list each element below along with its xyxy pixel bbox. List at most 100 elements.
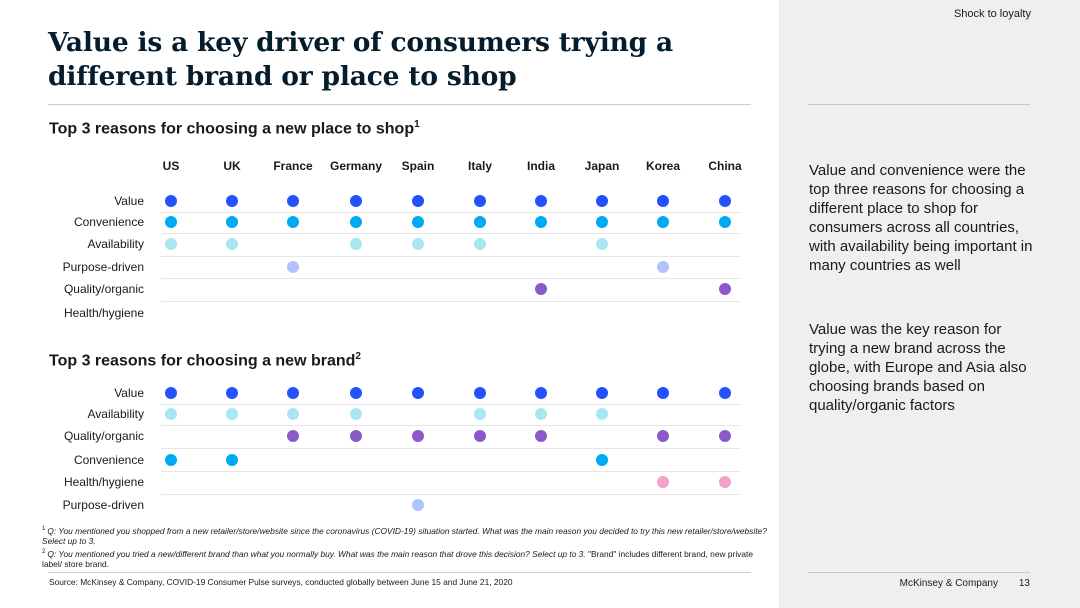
dot-brand-availability-france bbox=[287, 408, 299, 420]
dot-brand-value-france bbox=[287, 387, 299, 399]
chart-title-place: Top 3 reasons for choosing a new place t… bbox=[49, 119, 420, 138]
dot-brand-convenience-japan bbox=[596, 454, 608, 466]
row-label-place-convenience: Convenience bbox=[74, 215, 144, 229]
dot-place-purpose-driven-korea bbox=[657, 261, 669, 273]
dot-matrix-charts: US UK France Germany Spain Italy India Japan Kor… bbox=[63, 159, 742, 512]
dot-brand-purpose-driven-spain bbox=[412, 499, 424, 511]
footnote-2-text: Q: You mentioned you tried a new/differe… bbox=[47, 548, 586, 559]
dot-brand-value-germany bbox=[350, 387, 362, 399]
insight-text-place: Value and convenience were the top three… bbox=[809, 162, 1033, 274]
brand-name: McKinsey & Company bbox=[899, 578, 998, 589]
dot-place-convenience-germany bbox=[350, 216, 362, 228]
panel-divider bbox=[808, 104, 1030, 105]
dot-brand-convenience-us bbox=[165, 454, 177, 466]
dot-place-availability-uk bbox=[226, 238, 238, 250]
footnote-1-text: Q: You mentioned you shopped from a new … bbox=[42, 525, 767, 547]
dot-place-convenience-italy bbox=[474, 216, 486, 228]
row-label-brand-value: Value bbox=[114, 386, 144, 400]
dot-place-value-italy bbox=[474, 195, 486, 207]
dot-brand-value-us bbox=[165, 387, 177, 399]
row-label-brand-availability: Availability bbox=[88, 407, 144, 421]
dot-place-convenience-china bbox=[719, 216, 731, 228]
dot-place-value-india bbox=[535, 195, 547, 207]
panel-footer-divider bbox=[808, 572, 1030, 573]
source-divider bbox=[48, 572, 751, 573]
row-label-place-availability: Availability bbox=[88, 237, 144, 251]
dot-brand-quality-organic-italy bbox=[474, 430, 486, 442]
dot-place-quality-organic-india bbox=[535, 283, 547, 295]
dot-place-value-uk bbox=[226, 195, 238, 207]
dot-brand-availability-india bbox=[535, 408, 547, 420]
dot-brand-value-japan bbox=[596, 387, 608, 399]
dot-brand-availability-japan bbox=[596, 408, 608, 420]
dot-place-quality-organic-china bbox=[719, 283, 731, 295]
page-number: 13 bbox=[1018, 578, 1030, 589]
source-note: Source: McKinsey & Company, COVID-19 Con… bbox=[49, 577, 513, 587]
dot-place-value-japan bbox=[596, 195, 608, 207]
dot-brand-value-india bbox=[535, 387, 547, 399]
dot-brand-quality-organic-india bbox=[535, 430, 547, 442]
column-header-place-germany: Germany bbox=[330, 159, 382, 173]
column-header-place-india: India bbox=[527, 159, 555, 173]
dot-brand-availability-italy bbox=[474, 408, 486, 420]
dot-brand-availability-germany bbox=[350, 408, 362, 420]
dot-brand-health-hygiene-china bbox=[719, 476, 731, 488]
footnote-1-number: 1 bbox=[42, 526, 46, 532]
dot-place-convenience-india bbox=[535, 216, 547, 228]
dot-place-availability-italy bbox=[474, 238, 486, 250]
dot-place-value-china bbox=[719, 195, 731, 207]
row-label-place-purpose-driven: Purpose-driven bbox=[63, 260, 144, 274]
column-header-place-japan: Japan bbox=[585, 159, 620, 173]
dot-brand-quality-organic-spain bbox=[412, 430, 424, 442]
footnote-2-number: 2 bbox=[42, 549, 46, 555]
column-header-place-china: China bbox=[708, 159, 742, 173]
dot-brand-value-italy bbox=[474, 387, 486, 399]
dot-place-value-us bbox=[165, 195, 177, 207]
dot-brand-convenience-uk bbox=[226, 454, 238, 466]
column-header-place-korea: Korea bbox=[646, 159, 680, 173]
insight-text-brand: Value was the key reason for trying a ne… bbox=[809, 321, 1027, 414]
dot-brand-quality-organic-france bbox=[287, 430, 299, 442]
dot-place-availability-germany bbox=[350, 238, 362, 250]
chart-title-brand-text: Top 3 reasons for choosing a new brand bbox=[49, 352, 356, 370]
row-label-place-value: Value bbox=[114, 194, 144, 208]
column-header-place-italy: Italy bbox=[468, 159, 492, 173]
row-label-brand-health-hygiene: Health/hygiene bbox=[64, 475, 144, 489]
title-divider bbox=[48, 104, 751, 105]
row-label-place-quality-organic: Quality/organic bbox=[64, 282, 144, 296]
dot-place-convenience-spain bbox=[412, 216, 424, 228]
dot-place-purpose-driven-france bbox=[287, 261, 299, 273]
column-header-place-us: US bbox=[163, 159, 180, 173]
dot-place-convenience-us bbox=[165, 216, 177, 228]
column-header-place-spain: Spain bbox=[402, 159, 435, 173]
row-label-brand-quality-organic: Quality/organic bbox=[64, 429, 144, 443]
dot-place-availability-japan bbox=[596, 238, 608, 250]
dot-brand-quality-organic-germany bbox=[350, 430, 362, 442]
dot-brand-availability-uk bbox=[226, 408, 238, 420]
chart-title-place-text: Top 3 reasons for choosing a new place t… bbox=[49, 120, 415, 138]
dot-place-value-spain bbox=[412, 195, 424, 207]
footnote-2: 2 Q: You mentioned you tried a new/differ… bbox=[42, 547, 772, 570]
chart-title-brand-footnote-ref: 2 bbox=[355, 351, 361, 362]
column-header-place-uk: UK bbox=[223, 159, 241, 173]
row-label-place-health-hygiene: Health/hygiene bbox=[64, 306, 144, 320]
dot-place-value-korea bbox=[657, 195, 669, 207]
footnote-1: 1 Q: You mentioned you shopped from a new… bbox=[42, 524, 772, 547]
insight-panel bbox=[779, 0, 1080, 608]
dot-brand-availability-us bbox=[165, 408, 177, 420]
dot-place-convenience-japan bbox=[596, 216, 608, 228]
column-header-place-france: France bbox=[273, 159, 313, 173]
dot-brand-value-china bbox=[719, 387, 731, 399]
dot-place-value-germany bbox=[350, 195, 362, 207]
dot-place-availability-us bbox=[165, 238, 177, 250]
dot-place-value-france bbox=[287, 195, 299, 207]
dot-place-convenience-france bbox=[287, 216, 299, 228]
dot-place-convenience-korea bbox=[657, 216, 669, 228]
dot-brand-value-spain bbox=[412, 387, 424, 399]
dot-brand-value-uk bbox=[226, 387, 238, 399]
row-label-brand-convenience: Convenience bbox=[74, 453, 144, 467]
section-tag: Shock to loyalty bbox=[953, 8, 1031, 20]
dot-brand-health-hygiene-korea bbox=[657, 476, 669, 488]
dot-brand-value-korea bbox=[657, 387, 669, 399]
chart-title-place-footnote-ref: 1 bbox=[414, 119, 420, 130]
